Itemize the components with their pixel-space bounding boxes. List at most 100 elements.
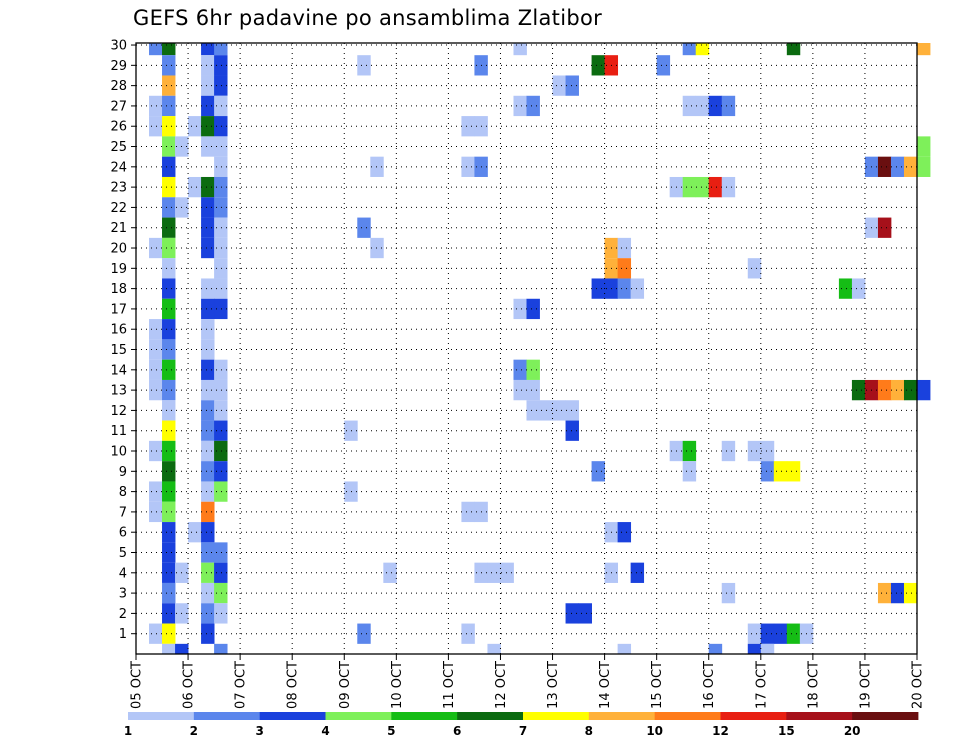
heatmap-cell bbox=[162, 136, 176, 157]
heatmap-cell bbox=[565, 400, 579, 421]
heatmap-cell bbox=[214, 643, 228, 654]
heatmap-cell bbox=[149, 43, 163, 56]
heatmap-cell bbox=[162, 55, 176, 76]
heatmap-cell bbox=[201, 75, 215, 96]
legend-label: 6 bbox=[453, 724, 461, 738]
heatmap-cell bbox=[201, 116, 215, 137]
heatmap-cell bbox=[877, 156, 892, 177]
legend-swatch bbox=[325, 712, 392, 720]
heatmap-cell bbox=[917, 156, 931, 177]
x-tick-label: 17 OCT bbox=[754, 661, 769, 709]
heatmap-cell bbox=[617, 522, 632, 543]
heatmap-cell bbox=[149, 359, 163, 380]
heatmap-cell bbox=[617, 258, 632, 279]
heatmap-cell bbox=[201, 603, 215, 624]
heatmap-cell bbox=[201, 359, 215, 380]
y-tick-label: 17 bbox=[110, 302, 127, 317]
y-tick-label: 22 bbox=[110, 201, 127, 216]
heatmap-cell bbox=[214, 562, 228, 583]
heatmap-cell bbox=[500, 562, 514, 583]
heatmap-cell bbox=[513, 379, 527, 401]
heatmap-cell bbox=[201, 522, 215, 543]
y-tick-label: 21 bbox=[110, 221, 127, 236]
heatmap-cell bbox=[201, 176, 215, 198]
x-tick-label: 12 OCT bbox=[494, 661, 509, 709]
heatmap-cell bbox=[214, 298, 228, 320]
x-tick-label: 15 OCT bbox=[650, 661, 665, 709]
heatmap-cell bbox=[747, 440, 762, 462]
y-tick-label: 16 bbox=[110, 323, 127, 338]
heatmap-cell bbox=[214, 542, 228, 563]
heatmap-cell bbox=[773, 461, 788, 482]
heatmap-cell bbox=[370, 156, 384, 177]
x-tick-label: 19 OCT bbox=[858, 661, 873, 709]
heatmap-cell bbox=[214, 217, 228, 238]
legend-swatch bbox=[457, 712, 524, 720]
heatmap-cell bbox=[201, 217, 215, 238]
heatmap-cell bbox=[188, 116, 202, 137]
heatmap-cell bbox=[214, 197, 228, 218]
heatmap-cell bbox=[149, 339, 163, 360]
heatmap-cell bbox=[773, 623, 788, 644]
y-tick-label: 12 bbox=[110, 404, 127, 419]
y-tick-label: 29 bbox=[110, 59, 127, 74]
y-tick-label: 7 bbox=[119, 505, 127, 520]
y-tick-label: 10 bbox=[110, 445, 127, 460]
legend-label: 3 bbox=[255, 724, 263, 738]
heatmap-cell bbox=[162, 319, 176, 340]
heatmap-cell bbox=[461, 116, 475, 137]
heatmap-cell bbox=[162, 623, 176, 644]
legend-label: 1 bbox=[124, 724, 132, 738]
heatmap-cell bbox=[162, 95, 176, 117]
heatmap-cell bbox=[149, 379, 163, 401]
heatmap-cell bbox=[760, 440, 775, 462]
y-tick-label: 18 bbox=[110, 282, 127, 297]
heatmap-cell bbox=[214, 400, 228, 421]
heatmap-cell bbox=[201, 379, 215, 401]
heatmap-cell bbox=[760, 623, 775, 644]
heatmap-cell bbox=[786, 623, 801, 644]
heatmap-cell bbox=[357, 217, 371, 238]
heatmap-cell bbox=[162, 643, 176, 654]
heatmap-cell bbox=[565, 75, 579, 96]
heatmap-cell bbox=[682, 461, 697, 482]
legend-label: 2 bbox=[190, 724, 198, 738]
heatmap-cell bbox=[214, 95, 228, 117]
heatmap-cell bbox=[513, 95, 527, 117]
heatmap-cell bbox=[682, 176, 697, 198]
heatmap-cell bbox=[201, 542, 215, 563]
heatmap-cell bbox=[162, 501, 176, 523]
heatmap-cell bbox=[214, 582, 228, 604]
heatmap-cell bbox=[513, 43, 527, 56]
heatmap-cell bbox=[851, 379, 866, 401]
heatmap-cell bbox=[162, 420, 176, 441]
heatmap-cell bbox=[760, 461, 775, 482]
heatmap-cell bbox=[201, 461, 215, 482]
y-tick-label: 9 bbox=[119, 465, 127, 480]
heatmap-cell bbox=[214, 420, 228, 441]
heatmap-cell bbox=[526, 359, 540, 380]
legend-label: 5 bbox=[387, 724, 395, 738]
heatmap-cell bbox=[162, 582, 176, 604]
heatmap-cell bbox=[370, 237, 384, 259]
heatmap-cell bbox=[162, 258, 176, 279]
heatmap-cell bbox=[214, 156, 228, 177]
heatmap-cell bbox=[578, 603, 592, 624]
heatmap-cell bbox=[201, 298, 215, 320]
heatmap-cell bbox=[214, 440, 228, 462]
heatmap-cell bbox=[461, 156, 475, 177]
x-tick-label: 07 OCT bbox=[234, 661, 249, 709]
y-tick-label: 1 bbox=[119, 627, 127, 642]
legend-swatch bbox=[128, 712, 195, 720]
heatmap-cell bbox=[708, 643, 723, 654]
y-tick-label: 26 bbox=[110, 120, 127, 135]
heatmap-cell bbox=[591, 461, 605, 482]
heatmap-cell bbox=[214, 176, 228, 198]
heatmap-cell bbox=[149, 237, 163, 259]
x-tick-label: 09 OCT bbox=[338, 661, 353, 709]
legend-label: 20 bbox=[844, 724, 861, 738]
heatmap-cell bbox=[747, 623, 762, 644]
heatmap-cell bbox=[201, 501, 215, 523]
heatmap-cell bbox=[162, 339, 176, 360]
heatmap-cell bbox=[214, 603, 228, 624]
